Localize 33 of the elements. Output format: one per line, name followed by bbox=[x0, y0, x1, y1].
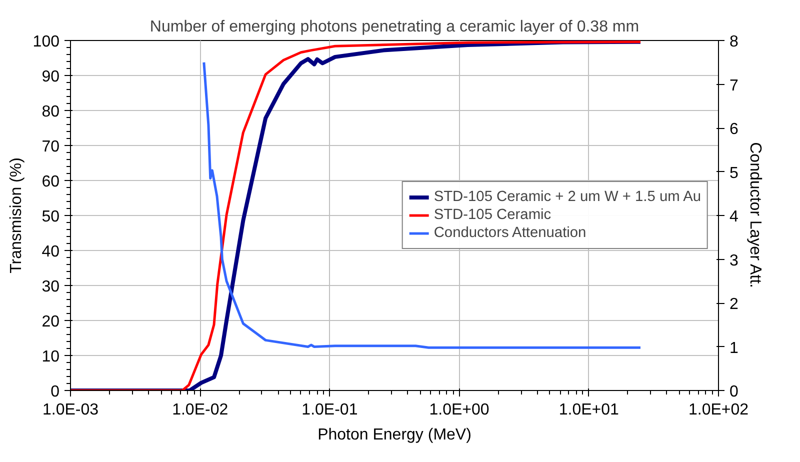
y-tick-label: 80 bbox=[42, 104, 60, 120]
y2-tick-label: 0 bbox=[730, 384, 738, 400]
legend-label: STD-105 Ceramic + 2 um W + 1.5 um Au bbox=[434, 188, 701, 206]
y2-tick-label: 5 bbox=[730, 164, 738, 182]
y-axis-title: Transmision (%) bbox=[8, 158, 25, 274]
y-tick-label: 50 bbox=[42, 208, 60, 226]
legend-label: Conductors Attenuation bbox=[434, 224, 586, 242]
y2-tick-label: 8 bbox=[730, 34, 738, 50]
y-tick-label: 40 bbox=[42, 244, 60, 260]
y-tick-label: 30 bbox=[42, 278, 60, 296]
x-tick-label: 1.0E-02 bbox=[172, 402, 228, 418]
chart-title: Number of emerging photons penetrating a ceramic layer of 0.38 mm bbox=[150, 18, 640, 36]
y2-tick-label: 7 bbox=[730, 77, 738, 94]
y-tick-label: 20 bbox=[42, 314, 60, 330]
y-tick-label: 0 bbox=[50, 384, 60, 400]
x-tick-label: 1.0E+02 bbox=[688, 402, 749, 418]
y-tick-label: 90 bbox=[42, 68, 60, 86]
y-tick-label: 60 bbox=[42, 174, 60, 190]
y2-tick-label: 6 bbox=[730, 121, 738, 138]
y-tick-label: 70 bbox=[42, 138, 60, 156]
y2-tick-label: 2 bbox=[730, 296, 738, 313]
x-axis-title: Photon Energy (MeV) bbox=[318, 426, 472, 444]
x-tick-label: 1.0E-03 bbox=[42, 402, 99, 418]
y2-tick-label: 1 bbox=[730, 340, 738, 357]
y2-tick-label: 3 bbox=[730, 252, 738, 270]
y2-tick-label: 4 bbox=[730, 208, 738, 226]
y2-axis-title: Conductor Layer Att. bbox=[746, 142, 764, 288]
x-tick-label: 1.0E-01 bbox=[302, 402, 358, 418]
x-tick-label: 1.0E+01 bbox=[558, 402, 620, 418]
y-tick-label: 100 bbox=[32, 34, 60, 50]
y-tick-label: 10 bbox=[42, 348, 60, 366]
x-tick-label: 1.0E+00 bbox=[429, 402, 490, 418]
legend-label: STD-105 Ceramic bbox=[434, 206, 552, 224]
